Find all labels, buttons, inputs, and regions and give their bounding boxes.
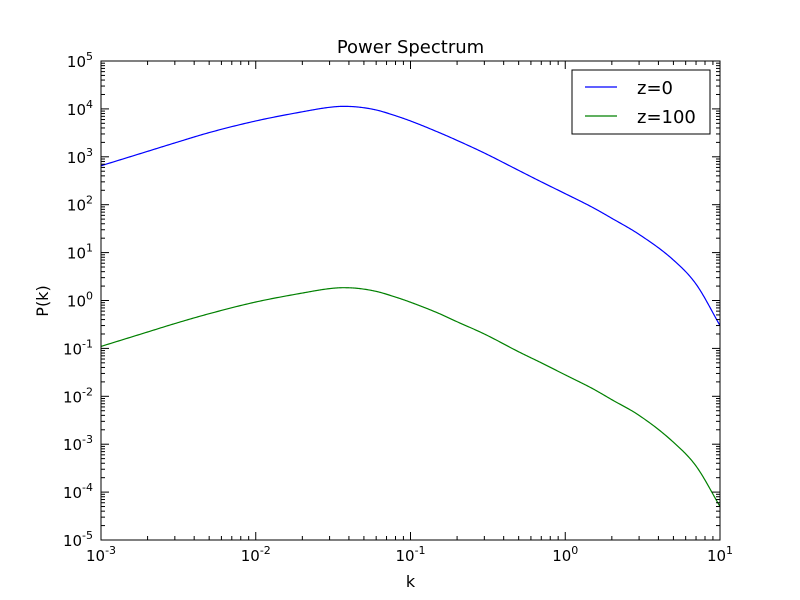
legend: z=0 z=100 [571,69,711,135]
y-tick-label: 10-3 [63,433,93,454]
series-layer [100,105,721,507]
y-tick-label: 102 [67,194,93,215]
chart-title: Power Spectrum [337,37,484,58]
series-line-z100 [100,287,721,507]
y-tick-label: 100 [67,290,93,311]
legend-label: z=0 [637,78,673,99]
y-tick-label: 103 [67,146,93,167]
x-tick-label: 100 [552,544,578,565]
x-tick-label: 10-3 [86,544,116,565]
series-line-z0 [100,105,721,326]
y-tick-label: 101 [67,242,93,263]
y-tick-label: 105 [67,50,93,71]
ticks-layer: 10-3 10-2 10-1 100 101 10-5 10-4 10-3 10-2 10-1 10… [63,50,733,565]
legend-box [571,69,711,135]
x-tick-label: 10-2 [241,544,271,565]
x-tick-label: 101 [707,544,733,565]
legend-label: z=100 [637,107,696,128]
y-tick-label: 104 [67,98,93,119]
y-tick-label: 10-2 [63,385,93,406]
y-tick-label: 10-1 [63,337,93,358]
y-tick-label: 10-5 [63,529,93,550]
y-axis-label: P(k) [33,285,52,316]
x-axis-label: k [406,572,416,591]
y-tick-label: 10-4 [63,481,93,502]
x-tick-label: 10-1 [395,544,425,565]
